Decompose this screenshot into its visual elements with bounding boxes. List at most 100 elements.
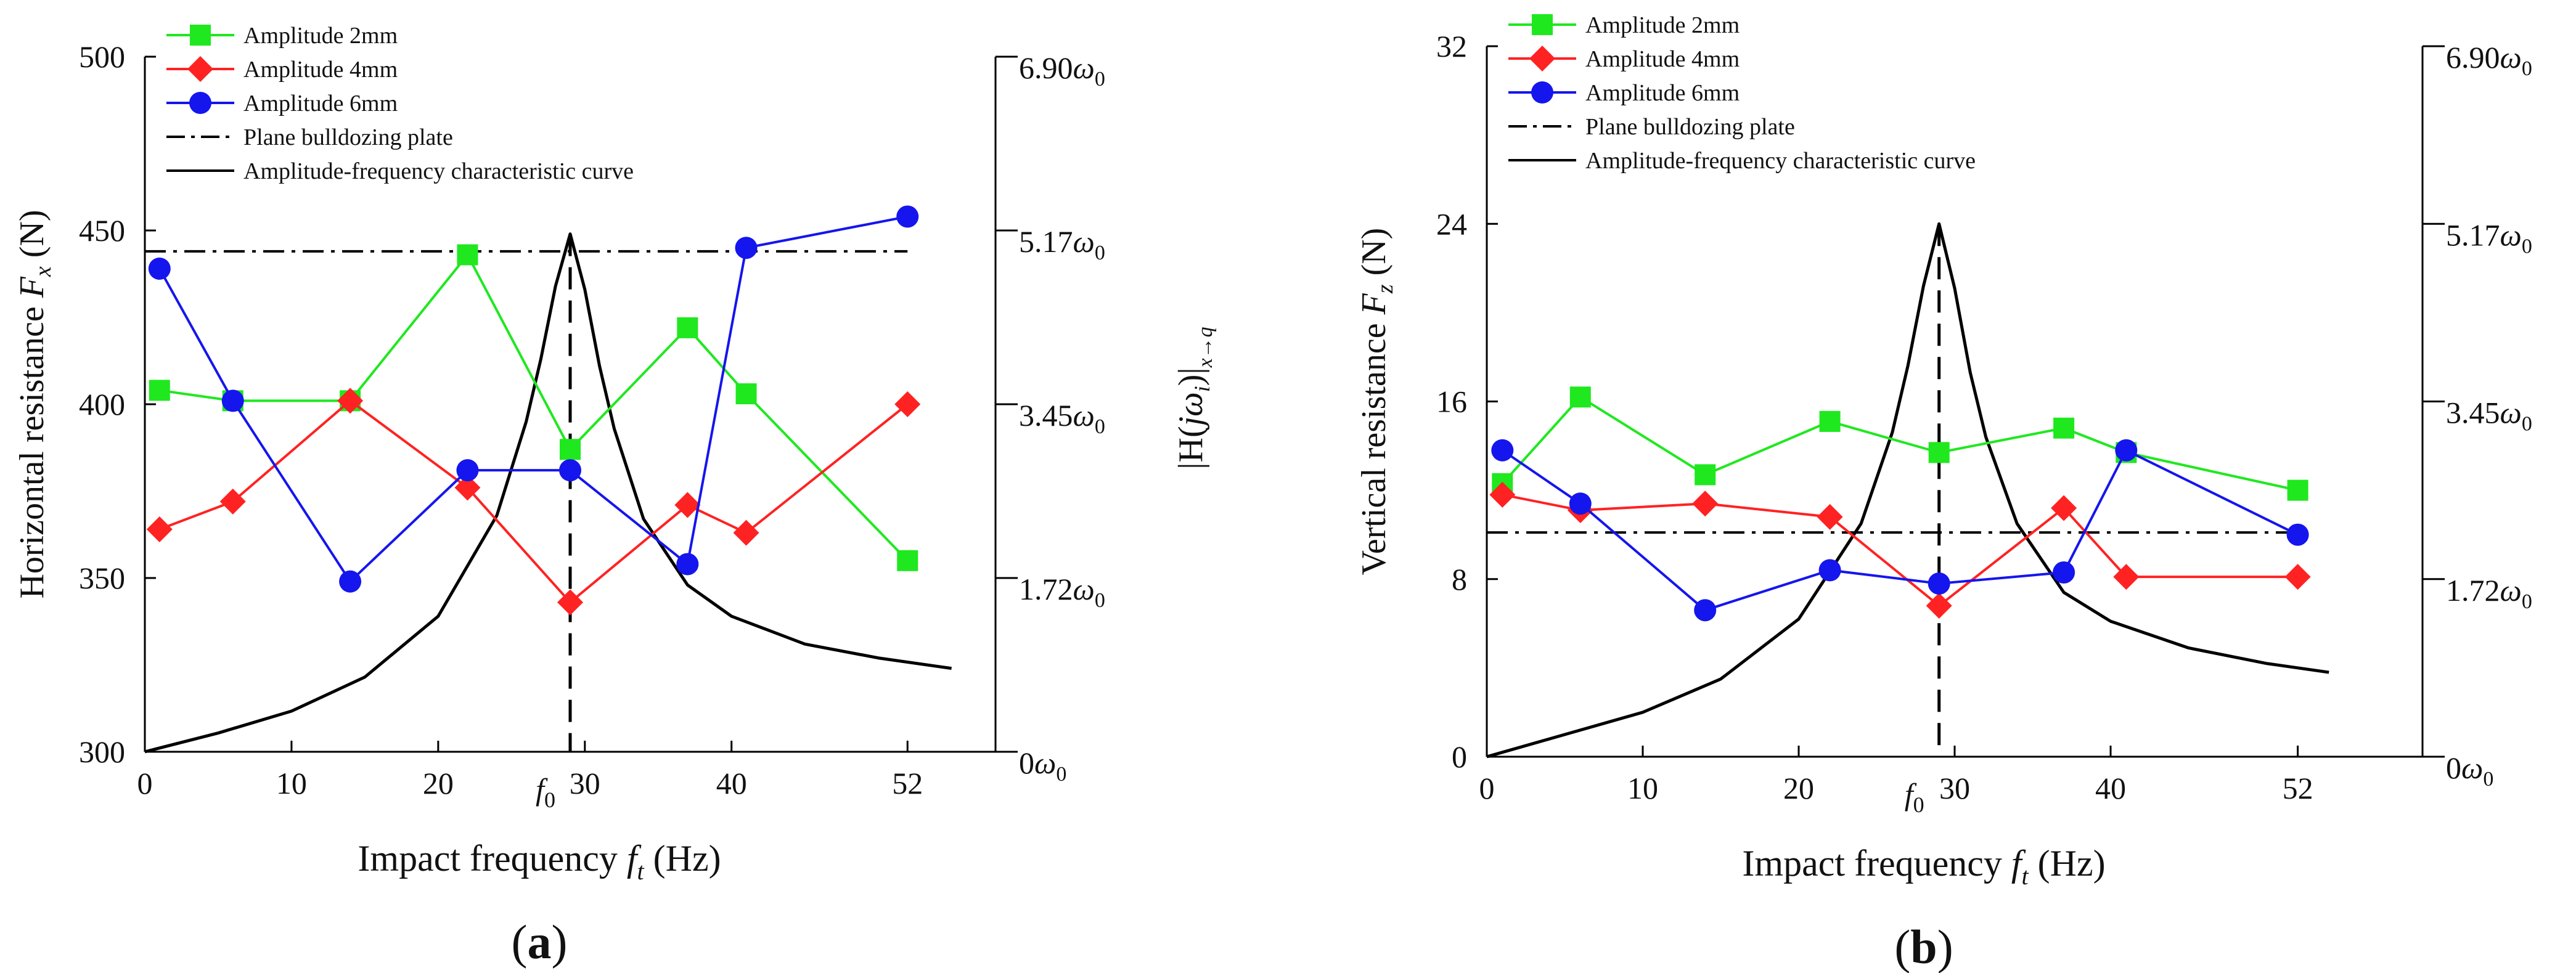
- panel-a-data-point: [735, 383, 757, 405]
- panel-a-data-point: [677, 317, 698, 338]
- panel-a-f0-label: f0: [536, 772, 555, 812]
- panel-b-x-tick-label: 20: [1783, 771, 1814, 805]
- panel-b-data-point: [1926, 592, 1952, 619]
- panel-b-legend-marker: [1532, 14, 1553, 35]
- panel-b-series-2: [1489, 481, 2311, 619]
- panel-b-y2-tick-label: 3.45ω0: [2446, 396, 2532, 436]
- panel-b-characteristic-curve: [1486, 222, 2329, 759]
- panel-a-legend-marker: [189, 92, 211, 114]
- panel-a-data-point: [457, 244, 478, 266]
- panel-a-data-point: [897, 550, 918, 571]
- panel-a-characteristic-curve: [144, 232, 952, 754]
- panel-a-x-tick-label: 52: [892, 766, 923, 800]
- panel-b-x-tick-label: 30: [1939, 771, 1970, 805]
- panel-a-x-tick-label: 10: [276, 766, 307, 800]
- panel-b-x-tick-label: 52: [2283, 771, 2313, 805]
- panel-a-x-axis-label: Impact frequency ft (Hz): [358, 838, 721, 885]
- panel-a-data-point: [735, 237, 758, 259]
- panel-a-data-point: [676, 553, 699, 576]
- panel-a-y2-tick-label: 0ω0: [1019, 746, 1066, 786]
- panel-b-data-point: [1569, 386, 1591, 408]
- panel-a-data-point: [674, 492, 701, 518]
- panel-b-data-point: [1569, 492, 1592, 515]
- panel-b-data-point: [2113, 564, 2140, 590]
- panel-a-series-line: [159, 399, 909, 605]
- panel-a-data-point: [456, 459, 479, 482]
- panel-b-legend-label: Amplitude 2mm: [1585, 12, 1740, 38]
- panel-b-x-tick-label: 10: [1627, 771, 1658, 805]
- panel-a-data-point: [221, 389, 244, 412]
- panel-a-legend-marker: [190, 25, 211, 46]
- panel-b-data-point: [1928, 442, 1950, 463]
- panel-b-y-axis-label: Vertical resistance Fz (N): [1355, 228, 1398, 576]
- panel-b-y-tick-label: 32: [1436, 29, 1467, 63]
- panel-b-panel-label: (b): [1894, 920, 1953, 973]
- panel-b-data-point: [2051, 495, 2077, 521]
- panel-a-data-point: [148, 258, 171, 280]
- panel-b-legend: Amplitude 2mm Amplitude 4mm Amplitude 6mm P…: [1508, 12, 1976, 174]
- panel-b-y2-tick-label: 5.17ω0: [2446, 218, 2532, 258]
- panel-a-legend: Amplitude 2mm Amplitude 4mm Amplitude 6mm P…: [166, 23, 634, 184]
- panel-a-y2-tick-label: 6.90ω0: [1019, 51, 1105, 91]
- panel-a-data-point: [219, 488, 246, 515]
- panel-a-series-1: [149, 244, 918, 571]
- panel-b-y-tick-label: 24: [1436, 206, 1467, 241]
- panel-a-y2-tick-label: 3.45ω0: [1019, 398, 1105, 438]
- panel-a-legend-label: Amplitude-frequency characteristic curve: [243, 158, 634, 184]
- panel-b-legend-label: Plane bulldozing plate: [1585, 114, 1795, 140]
- panel-b-data-point: [2053, 417, 2075, 439]
- panel-b-y-tick-label: 16: [1436, 385, 1467, 419]
- panel-b-data-point: [2284, 564, 2311, 590]
- panel-b-data-point: [1692, 491, 1719, 517]
- panel-b-y-tick-label: 8: [1452, 562, 1467, 596]
- panel-b-data-point: [1489, 481, 1516, 508]
- panel-b-y2-tick-label: 1.72ω0: [2446, 573, 2532, 613]
- panel-b-legend-marker: [1529, 46, 1555, 71]
- panel-a-chart: 300 350 400 450 500 0 10 20 30 40 52 0ω0 1.72ω0 3.45ω…: [13, 23, 1217, 969]
- panel-a-data-point: [337, 388, 364, 414]
- panel-b-chart: 0 8 16 24 32 0 10 20 30 40 52 0ω0 1.72ω0 3.45ω0 5.17ω0…: [1355, 12, 2532, 973]
- panel-a-series-3: [148, 205, 919, 593]
- panel-b-x-tick-label: 40: [2095, 771, 2126, 805]
- panel-b-data-point: [1817, 503, 1843, 530]
- panel-b-f0-label: f0: [1905, 777, 1924, 817]
- panel-b-data-point: [1928, 572, 1950, 595]
- panel-b-legend-label: Amplitude 4mm: [1585, 46, 1740, 72]
- panel-b-data-point: [1818, 559, 1841, 582]
- panel-a-data-point: [149, 380, 170, 401]
- panel-a-panel-label: (a): [512, 915, 568, 969]
- panel-a-y-tick-label: 300: [79, 735, 125, 769]
- panel-b-data-point: [2053, 561, 2075, 584]
- panel-a-y2-tick-label: 5.17ω0: [1019, 224, 1105, 264]
- panel-a-x-tick-label: 20: [423, 766, 454, 800]
- panel-b-series-line: [1502, 493, 2298, 608]
- panel-a-data-point: [454, 474, 481, 501]
- panel-a-y-tick-label: 350: [79, 561, 125, 595]
- panel-a-legend-label: Amplitude 2mm: [243, 23, 398, 49]
- panel-b-legend-marker: [1531, 81, 1553, 104]
- panel-b-data-point: [1491, 439, 1514, 462]
- panel-a-legend-label: Amplitude 4mm: [243, 57, 398, 83]
- panel-b-y2-tick-label: 6.90ω0: [2446, 40, 2532, 80]
- panel-b-x-tick-label: 0: [1479, 771, 1495, 805]
- panel-a-series-2: [146, 388, 921, 616]
- panel-a-data-point: [559, 459, 581, 482]
- panel-a-y-tick-label: 400: [79, 387, 125, 421]
- panel-a-y2-axis-label: |H(jωi)|x→q: [1172, 327, 1217, 469]
- panel-a-data-point: [733, 519, 759, 546]
- panel-b-data-point: [2286, 523, 2309, 546]
- panel-b-x-axis-label: Impact frequency ft (Hz): [1742, 843, 2105, 890]
- panel-a-data-point: [560, 439, 581, 460]
- panel-a-series-line: [159, 252, 909, 562]
- panel-b-data-point: [1694, 599, 1717, 622]
- panel-a-y-tick-label: 500: [79, 39, 125, 74]
- panel-b-data-point: [1819, 410, 1841, 432]
- panel-a-data-point: [146, 516, 173, 543]
- panel-b-legend-label: Amplitude-frequency characteristic curve: [1585, 148, 1976, 174]
- panel-a-y-tick-label: 450: [79, 213, 125, 248]
- panel-b-series-3: [1491, 439, 2309, 622]
- panel-a-data-point: [557, 589, 583, 616]
- panel-b-data-point: [2287, 479, 2308, 501]
- panel-a-legend-label: Plane bulldozing plate: [243, 124, 453, 150]
